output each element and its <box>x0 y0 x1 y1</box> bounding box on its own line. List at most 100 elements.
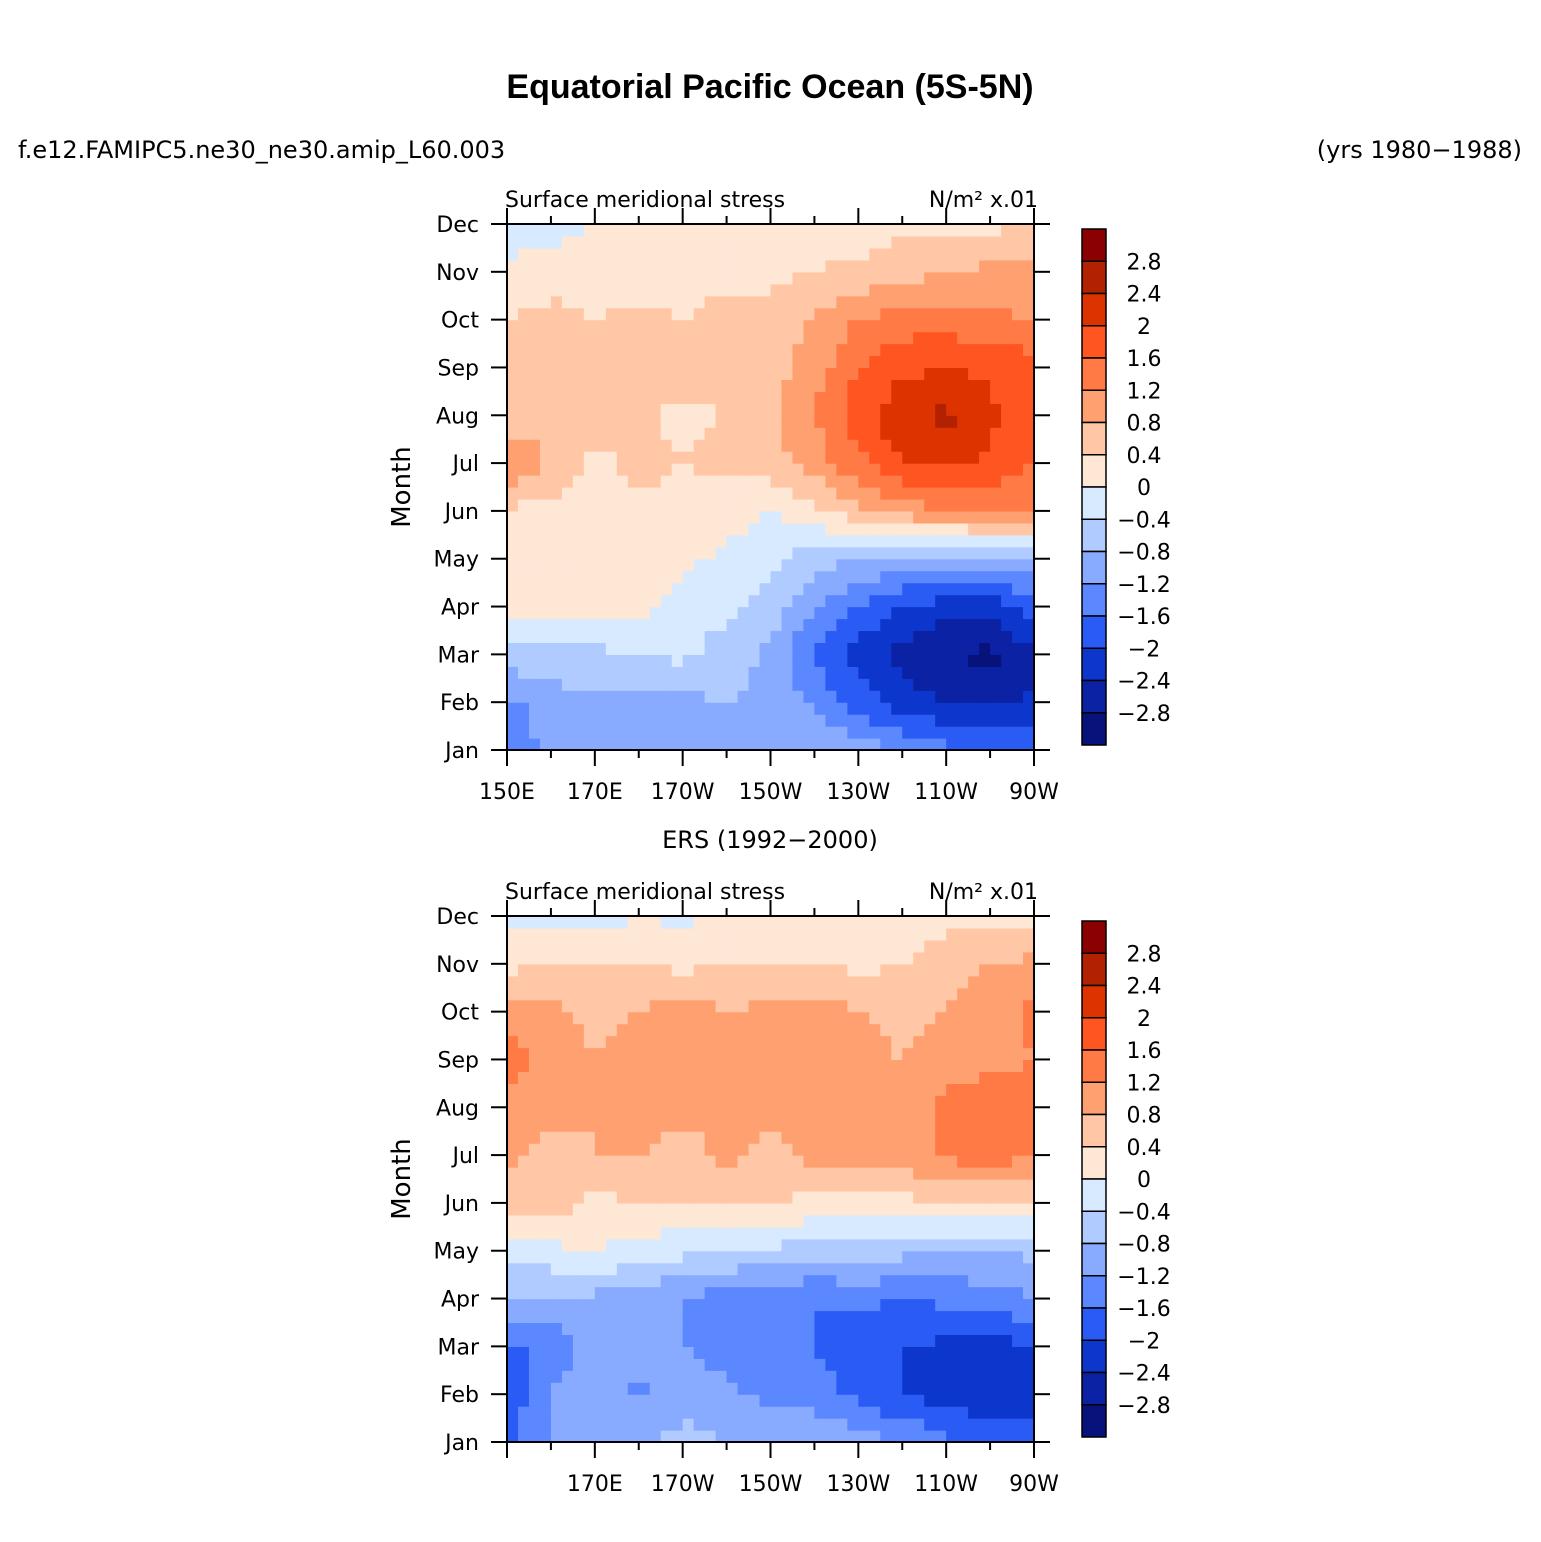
contour-cell <box>979 963 991 977</box>
contour-cell <box>748 487 761 500</box>
contour-cell <box>1012 1011 1024 1025</box>
contour-cell <box>759 1430 772 1442</box>
contour-cell <box>715 1394 728 1407</box>
contour-cell <box>671 1298 684 1312</box>
contour-cell <box>979 271 991 285</box>
contour-cell <box>737 487 750 500</box>
contour-cell <box>770 451 783 464</box>
contour-cell <box>1001 606 1013 620</box>
contour-cell <box>616 1083 629 1096</box>
contour-cell <box>836 1011 848 1025</box>
contour-cell <box>990 1238 1002 1252</box>
contour-cell <box>660 690 673 703</box>
contour-cell <box>913 1382 925 1395</box>
contour-cell <box>528 582 541 596</box>
contour-cell <box>539 999 552 1013</box>
contour-cell <box>957 1250 969 1264</box>
contour-cell <box>1023 1274 1034 1288</box>
contour-cell <box>858 738 870 750</box>
contour-cell <box>990 1298 1002 1312</box>
contour-cell <box>517 343 530 357</box>
contour-cell <box>902 534 914 548</box>
contour-cell <box>759 1047 772 1061</box>
contour-cell <box>693 916 706 929</box>
contour-cell <box>836 951 848 965</box>
contour-cell <box>726 475 739 488</box>
contour-cell <box>583 1131 596 1144</box>
contour-cell <box>726 1262 739 1276</box>
contour-cell <box>616 1238 629 1252</box>
contour-cell <box>847 1035 859 1049</box>
contour-cell <box>869 1418 881 1431</box>
contour-cell <box>616 1167 629 1180</box>
contour-cell <box>858 510 870 524</box>
contour-cell <box>781 1274 794 1288</box>
contour-cell <box>583 415 596 428</box>
contour-cell <box>649 963 662 977</box>
contour-cell <box>924 1119 936 1132</box>
contour-cell <box>946 1143 958 1156</box>
contour-cell <box>1012 678 1024 691</box>
contour-cell <box>836 654 848 667</box>
contour-cell <box>946 1298 958 1312</box>
contour-cell <box>946 1274 958 1288</box>
contour-cell <box>836 498 848 512</box>
contour-cell <box>891 999 903 1013</box>
contour-cell <box>814 1370 826 1383</box>
contour-cell <box>726 1226 739 1240</box>
contour-cell <box>726 510 739 524</box>
contour-cell <box>528 415 541 428</box>
contour-cell <box>507 522 519 536</box>
contour-cell <box>814 415 826 428</box>
contour-cell <box>550 1047 563 1061</box>
contour-cell <box>550 1119 563 1132</box>
contour-cell <box>528 1430 541 1442</box>
contour-cell <box>825 1095 837 1108</box>
contour-cell <box>891 582 903 596</box>
contour-cell <box>957 367 969 380</box>
contour-cell <box>649 1238 662 1252</box>
contour-cell <box>539 1310 552 1324</box>
contour-cell <box>968 1286 980 1300</box>
contour-cell <box>616 1358 629 1371</box>
contour-cell <box>638 1059 651 1072</box>
contour-cell <box>704 451 717 464</box>
contour-cell <box>946 1406 958 1419</box>
contour-cell <box>836 463 848 476</box>
contour-cell <box>583 235 596 249</box>
contour-cell <box>517 1298 530 1312</box>
contour-cell <box>825 987 837 1001</box>
contour-cell <box>507 1167 519 1180</box>
contour-cell <box>507 355 519 369</box>
contour-cell <box>572 987 585 1001</box>
case-name: f.e12.FAMIPC5.ne30_ne30.amip_L60.003 <box>18 136 505 164</box>
contour-cell <box>770 271 783 285</box>
contour-cell <box>814 1023 826 1037</box>
contour-cell <box>550 427 563 440</box>
colorbar-label: −0.8 <box>1117 1233 1170 1258</box>
contour-cell <box>660 738 673 750</box>
contour-cell <box>924 594 936 608</box>
contour-cell <box>715 319 728 333</box>
contour-cell <box>825 403 837 416</box>
contour-cell <box>704 1334 717 1347</box>
contour-cell <box>814 1011 826 1025</box>
contour-cell <box>671 558 684 572</box>
contour-cell <box>627 1011 640 1025</box>
contour-cell <box>946 498 958 512</box>
contour-cell <box>902 510 914 524</box>
contour-cell <box>1012 1370 1024 1383</box>
contour-cell <box>561 618 574 632</box>
contour-cell <box>803 546 816 560</box>
contour-cell <box>759 498 772 512</box>
contour-cell <box>583 1143 596 1156</box>
contour-cell <box>924 247 936 261</box>
contour-cell <box>748 1071 761 1084</box>
contour-cell <box>594 702 607 715</box>
contour-cell <box>869 1406 881 1419</box>
contour-cell <box>957 247 969 261</box>
contour-cell <box>781 415 794 428</box>
contour-cell <box>847 558 859 572</box>
contour-cell <box>781 558 794 572</box>
contour-cell <box>935 666 947 679</box>
